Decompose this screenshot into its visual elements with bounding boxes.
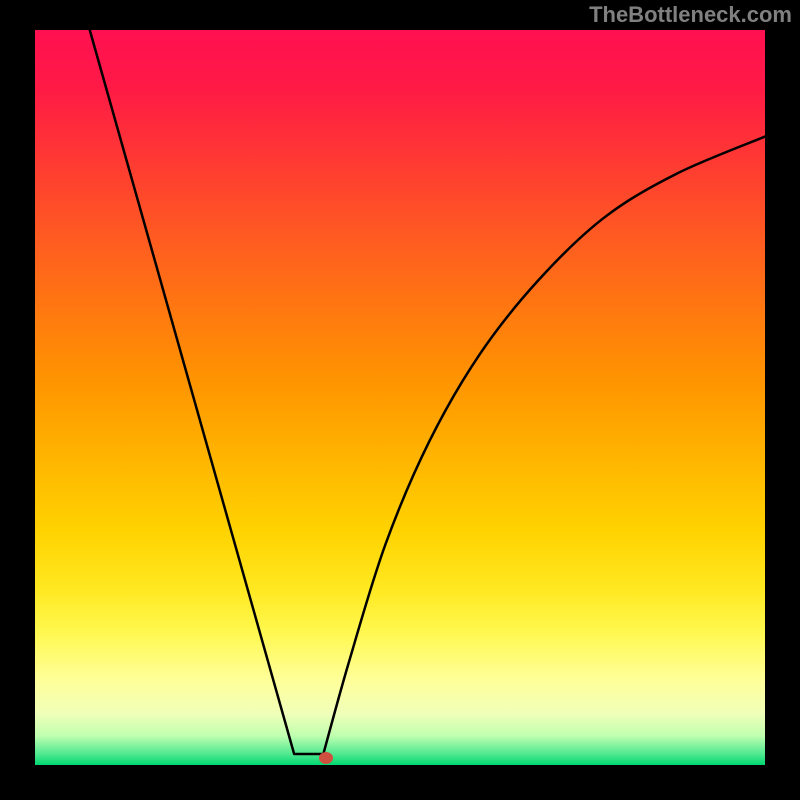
watermark-text: TheBottleneck.com <box>589 2 792 28</box>
curve-layer <box>35 30 765 765</box>
minimum-marker <box>319 752 333 764</box>
plot-area <box>35 30 765 765</box>
bottleneck-curve <box>90 30 765 754</box>
